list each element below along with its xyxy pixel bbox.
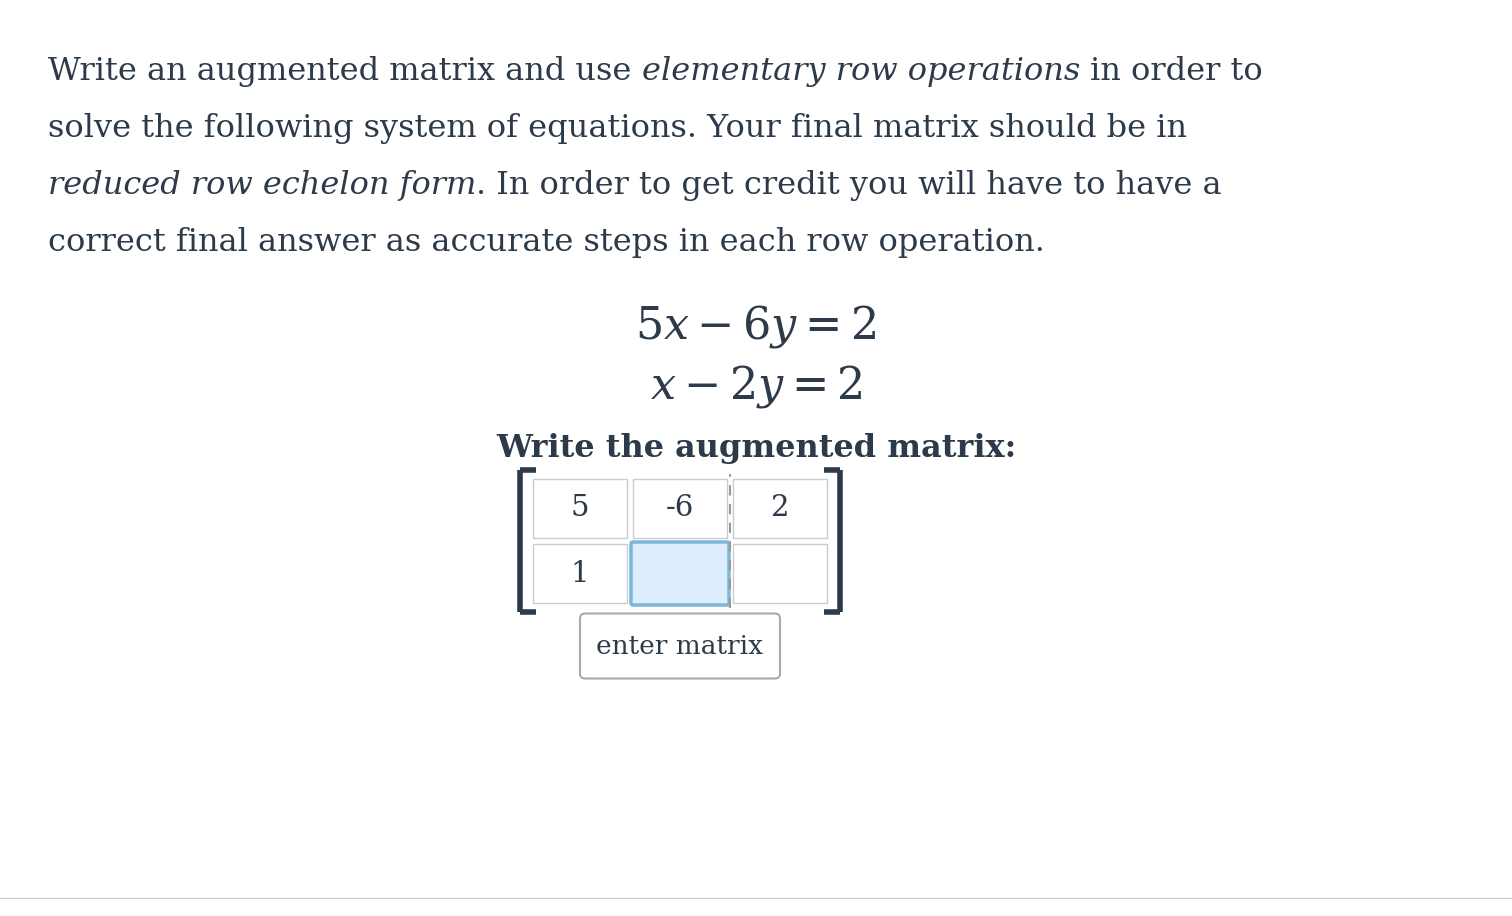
Bar	[634, 544, 727, 603]
Bar	[534, 479, 627, 538]
Text: $x-2y = 2$: $x-2y = 2$	[650, 363, 862, 409]
Text: elementary row operations: elementary row operations	[641, 56, 1080, 87]
Text: . In order to get credit you will have to have a: . In order to get credit you will have t…	[476, 170, 1222, 201]
Text: $5x-6y = 2$: $5x-6y = 2$	[635, 302, 877, 350]
Text: correct final answer as accurate steps in each row operation.: correct final answer as accurate steps i…	[48, 227, 1045, 258]
Text: solve the following system of equations. Your final matrix should be in: solve the following system of equations.…	[48, 113, 1187, 144]
Bar	[733, 544, 827, 603]
Bar	[534, 544, 627, 603]
FancyBboxPatch shape	[581, 614, 780, 679]
Text: -6: -6	[665, 495, 694, 522]
Bar	[733, 479, 827, 538]
FancyBboxPatch shape	[631, 542, 729, 605]
Text: enter matrix: enter matrix	[596, 634, 764, 659]
Text: 2: 2	[771, 495, 789, 522]
Text: Write the augmented matrix:: Write the augmented matrix:	[496, 432, 1016, 463]
Text: Write an augmented matrix and use: Write an augmented matrix and use	[48, 56, 641, 87]
Text: 5: 5	[570, 495, 590, 522]
Text: reduced row echelon form: reduced row echelon form	[48, 170, 476, 201]
Text: 1: 1	[570, 560, 590, 587]
Bar	[634, 479, 727, 538]
Text: in order to: in order to	[1080, 56, 1263, 87]
